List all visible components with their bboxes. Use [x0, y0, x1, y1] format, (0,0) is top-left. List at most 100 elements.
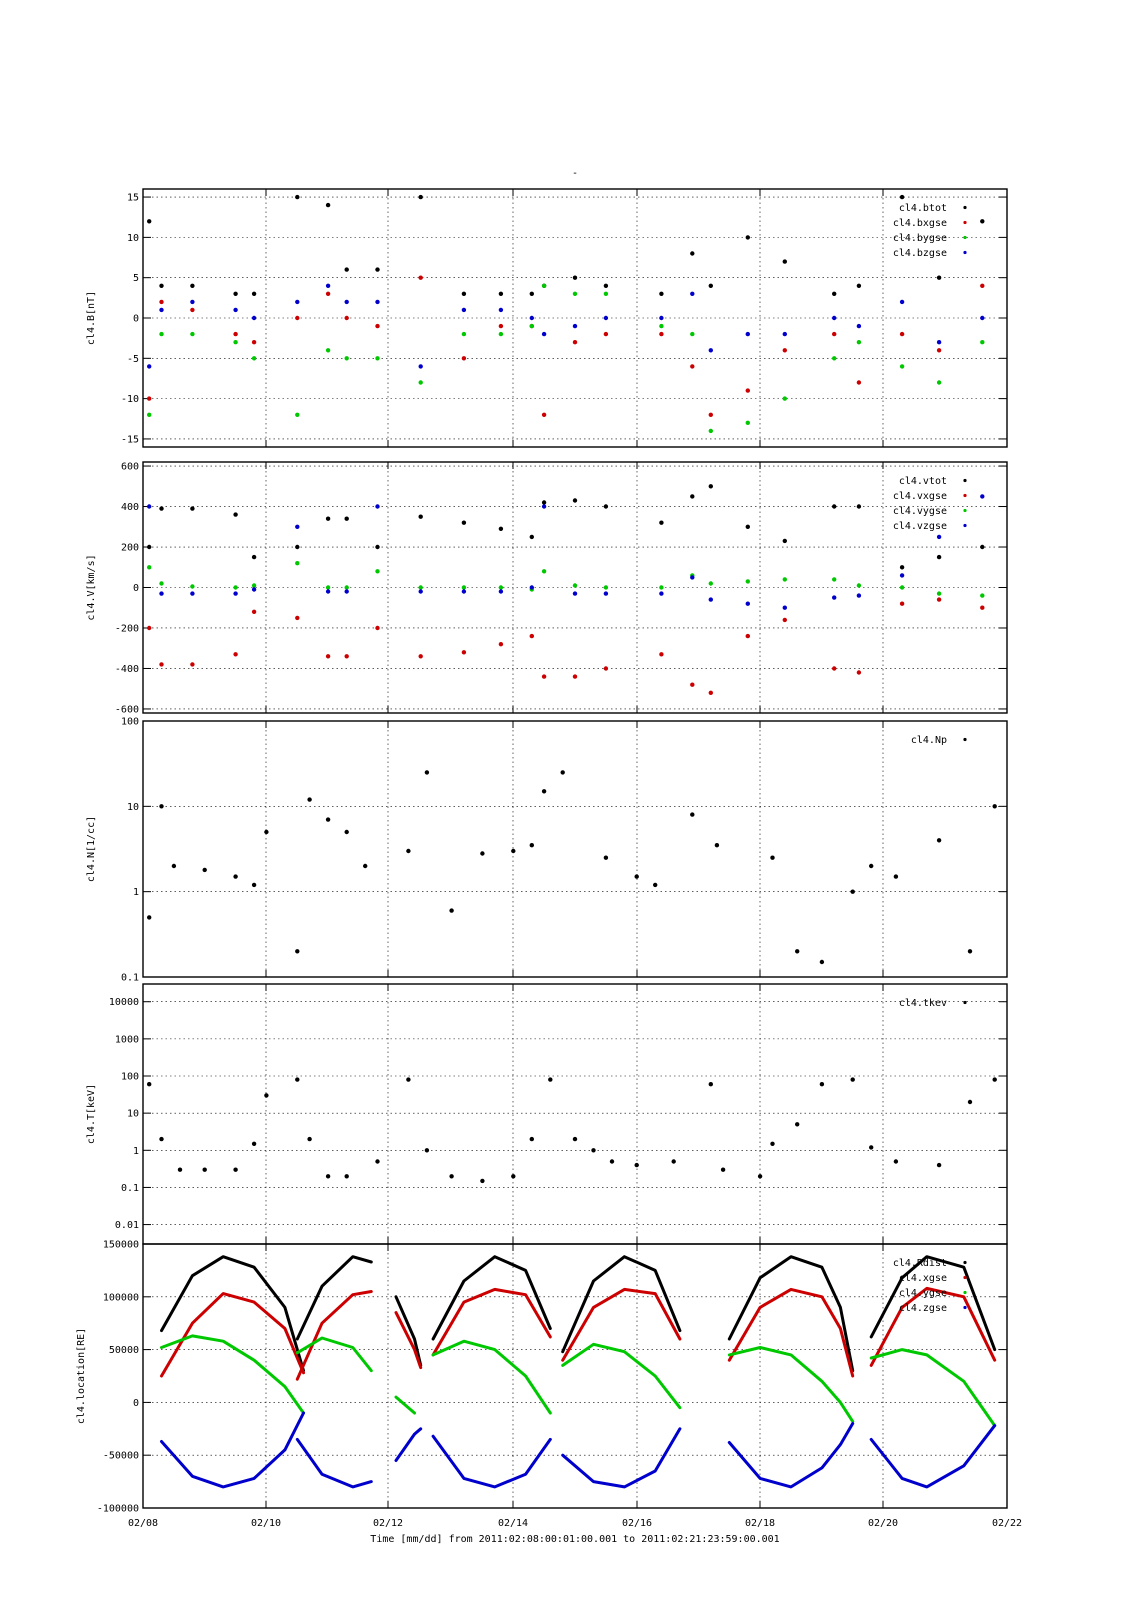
- data-point-cl4.vtot: [899, 565, 905, 570]
- data-point-cl4.vzgse: [832, 595, 837, 600]
- data-point-cl4.bygse: [936, 380, 942, 385]
- data-point-cl4.bzgse: [147, 364, 152, 369]
- data-point-cl4.bygse: [572, 291, 578, 296]
- data-point-cl4.Np: [819, 959, 825, 965]
- y-tick-label: -400: [115, 664, 139, 675]
- plot-area: [147, 1077, 997, 1184]
- data-point-cl4.vygse: [936, 591, 942, 596]
- data-point-cl4.vxgse: [856, 670, 862, 675]
- series-line-cl4.zgse: [869, 1424, 997, 1489]
- data-point-cl4.vtot: [659, 520, 664, 525]
- series-line-cl4.Rdist: [431, 1255, 552, 1341]
- y-tick-label: 50000: [109, 1345, 139, 1356]
- data-point-cl4.vygse: [541, 569, 547, 574]
- data-point-cl4.bzgse: [461, 307, 467, 313]
- data-point-cl4.Np: [634, 874, 639, 879]
- data-point-cl4.vygse: [251, 583, 257, 588]
- data-point-cl4.bxgse: [572, 340, 578, 345]
- data-point-cl4.bzgse: [375, 299, 380, 305]
- data-point-cl4.tkev: [591, 1148, 596, 1153]
- data-point-cl4.bzgse: [190, 299, 195, 305]
- data-point-cl4.bxgse: [461, 356, 467, 361]
- data-point-cl4.vygse: [461, 585, 467, 590]
- data-point-cl4.vygse: [418, 585, 423, 590]
- data-point-cl4.Np: [560, 770, 565, 775]
- data-point-cl4.vzgse: [233, 591, 238, 596]
- data-point-cl4.Np: [967, 949, 973, 954]
- legend-entry: cl4.zgse: [899, 1303, 947, 1314]
- y-axis-label: cl4.V[km/s]: [86, 554, 97, 620]
- data-point-cl4.bzgse: [325, 283, 331, 288]
- data-point-cl4.vzgse: [659, 591, 664, 596]
- data-point-cl4.vxgse: [782, 617, 787, 623]
- data-point-cl4.bzgse: [659, 315, 664, 321]
- data-point-cl4.bxgse: [782, 348, 787, 353]
- panel-frame: [142, 1243, 1008, 1509]
- y-tick-label: 5: [133, 273, 139, 284]
- data-point-cl4.vtot: [461, 520, 467, 525]
- data-point-cl4.vzgse: [936, 534, 942, 540]
- data-point-cl4.bxgse: [541, 412, 547, 417]
- data-point-cl4.bzgse: [498, 307, 504, 313]
- data-point-cl4.bzgse: [233, 307, 238, 313]
- data-point-cl4.btot: [295, 194, 300, 200]
- data-point-cl4.vxgse: [251, 609, 257, 614]
- data-point-cl4.btot: [603, 283, 609, 288]
- series-line-cl4.Rdist: [295, 1255, 373, 1341]
- data-point-cl4.tkev: [757, 1174, 763, 1179]
- legend-marker: [963, 1305, 967, 1310]
- data-point-cl4.vtot: [159, 506, 164, 511]
- data-point-cl4.vzgse: [147, 504, 152, 509]
- data-point-cl4.vxgse: [980, 605, 985, 610]
- data-point-cl4.vygse: [980, 593, 985, 598]
- series-line-cl4.Rdist: [160, 1255, 305, 1373]
- data-point-cl4.bygse: [980, 340, 985, 345]
- data-point-cl4.vzgse: [344, 589, 349, 594]
- data-point-cl4.btot: [190, 283, 195, 288]
- data-point-cl4.Np: [251, 882, 257, 888]
- data-point-cl4.bygse: [498, 331, 504, 337]
- series-line-cl4.xgse: [727, 1287, 855, 1378]
- series-line-cl4.ygse: [727, 1346, 855, 1423]
- data-point-cl4.bygse: [418, 380, 423, 385]
- plot-area: [147, 194, 985, 434]
- data-point-cl4.vzgse: [375, 504, 380, 509]
- panel-frame: [142, 983, 1008, 1245]
- data-point-cl4.vxgse: [147, 625, 152, 631]
- data-point-cl4.bygse: [461, 331, 467, 337]
- data-point-cl4.bygse: [251, 356, 257, 361]
- data-point-cl4.vxgse: [659, 652, 664, 657]
- data-point-cl4.vygse: [325, 585, 331, 590]
- data-point-cl4.bxgse: [899, 331, 905, 337]
- legend-entry: cl4.bygse: [893, 233, 947, 244]
- data-point-cl4.vzgse: [980, 494, 985, 499]
- series-line-cl4.Rdist: [869, 1255, 997, 1352]
- data-point-cl4.Np: [344, 829, 349, 835]
- legend-entry: cl4.vtot: [899, 476, 947, 487]
- series-line-cl4.ygse: [394, 1395, 416, 1415]
- data-point-cl4.vzgse: [529, 585, 534, 590]
- data-point-cl4.tkev: [307, 1136, 312, 1142]
- panel-2: -600 -400 -200 0 200 400 600 cl4.V[km/s] cl4.vto…: [86, 461, 1008, 715]
- data-point-cl4.btot: [159, 283, 164, 288]
- data-point-cl4.vzgse: [708, 597, 713, 602]
- legend-entry: cl4.Np: [911, 735, 947, 746]
- series-line-cl4.xgse: [561, 1287, 682, 1362]
- legend-marker: [963, 1290, 967, 1295]
- panels: -15-10-5051015cl4.B[nT]cl4.btotcl4.bxgse…: [76, 188, 1022, 1529]
- data-point-cl4.vygse: [782, 577, 787, 582]
- data-point-cl4.vtot: [832, 504, 837, 509]
- data-point-cl4.vtot: [498, 526, 504, 531]
- data-point-cl4.vxgse: [541, 674, 547, 679]
- data-point-cl4.bxgse: [708, 412, 713, 417]
- figure-title: -: [572, 168, 578, 179]
- y-tick-label: 10000: [109, 997, 139, 1008]
- data-point-cl4.bxgse: [147, 396, 152, 401]
- data-point-cl4.vxgse: [572, 674, 578, 679]
- y-tick-label: 1: [133, 1146, 139, 1157]
- data-point-cl4.vtot: [936, 554, 942, 560]
- y-tick-label: -100000: [97, 1504, 139, 1515]
- data-point-cl4.tkev: [893, 1159, 899, 1164]
- data-point-cl4.bygse: [159, 331, 164, 337]
- data-point-cl4.tkev: [609, 1159, 615, 1164]
